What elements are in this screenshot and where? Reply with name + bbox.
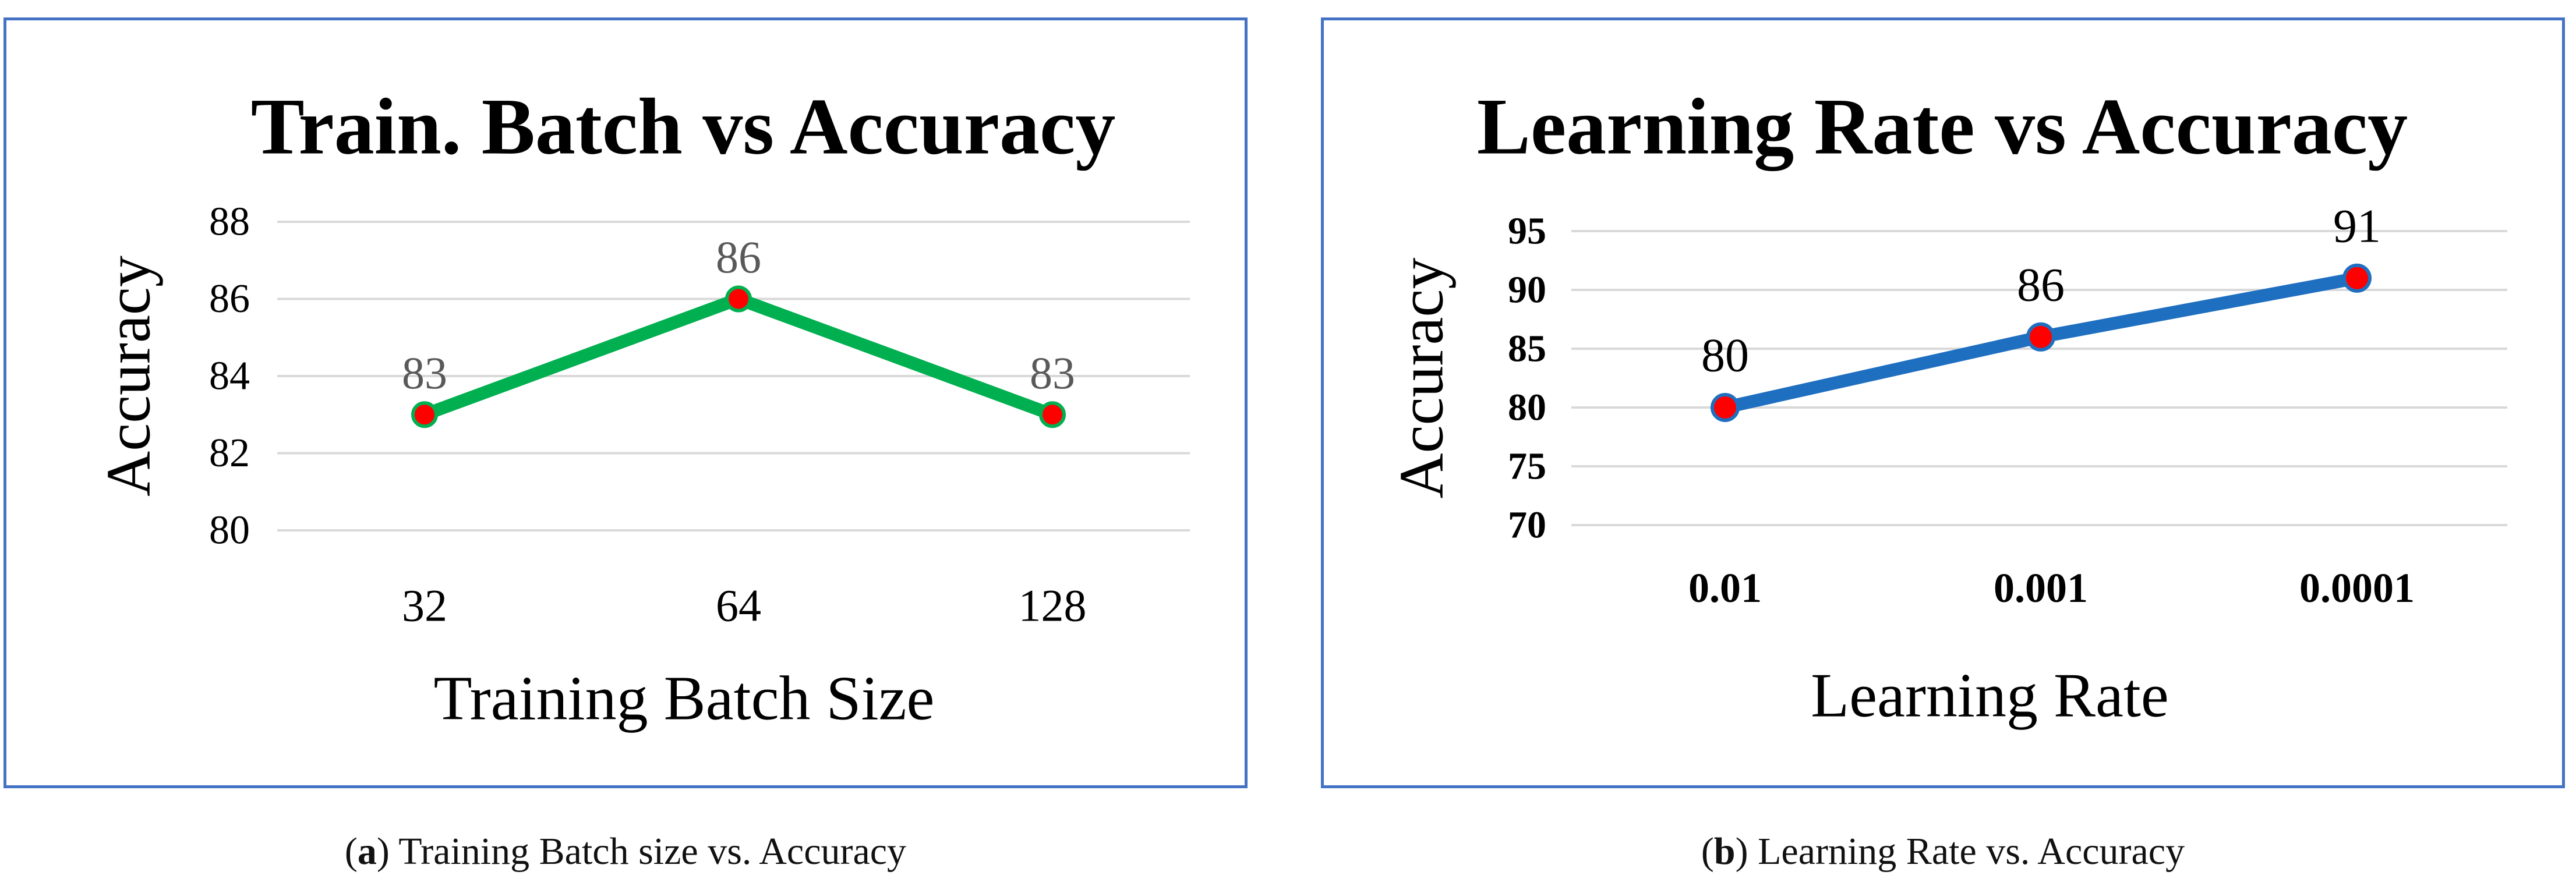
chart-b-data-label: 86 [2017, 258, 2065, 311]
chart-b-ytick-label: 80 [1508, 387, 1546, 429]
chart-b-ytick-label: 75 [1508, 445, 1546, 488]
caption-b-text: Learning Rate vs. Accuracy [1748, 830, 2185, 873]
chart-a-title: Train. Batch vs Accuracy [251, 82, 1116, 171]
caption-a-letter: a [357, 830, 377, 873]
caption-b-close: ) [1735, 830, 1748, 873]
chart-b-point [2026, 322, 2055, 352]
chart-b-ylabel: Accuracy [1387, 258, 1457, 499]
chart-a-ytick-label: 82 [209, 431, 250, 476]
chart-b-svg: 70 75 80 85 90 95 Learning Rate vs Accuracy 80 0… [1387, 82, 2507, 731]
chart-b-xtick-label: 0.0001 [2299, 565, 2415, 611]
chart-a-ytick-label: 86 [209, 277, 250, 321]
caption-b-open: ( [1701, 830, 1714, 873]
chart-a-data-label: 83 [1030, 348, 1075, 398]
chart-b-xtick-label: 0.001 [1994, 565, 2088, 611]
chart-panel-b: 70 75 80 85 90 95 Learning Rate vs Accuracy 80 0… [1321, 17, 2565, 788]
chart-b-ytick-label: 70 [1508, 504, 1546, 547]
chart-a-ytick-label: 80 [209, 508, 250, 553]
chart-b-data-label: 91 [2333, 199, 2381, 252]
chart-a-ytick-label: 88 [209, 200, 250, 244]
chart-a-xtick-label: 128 [1019, 580, 1087, 631]
chart-a-data-label: 83 [402, 348, 447, 398]
chart-b-xtick-label: 0.01 [1688, 565, 1762, 611]
chart-panel-a: 80 82 84 86 88 Train. Batch vs Accuracy 83 32 86… [3, 17, 1248, 788]
chart-a-point [725, 285, 752, 313]
chart-b-data-label: 80 [1701, 329, 1749, 382]
caption-a-open: ( [344, 830, 358, 873]
chart-a-xtick-label: 64 [716, 580, 761, 631]
caption-b-letter: b [1713, 830, 1736, 873]
caption-a-text: Training Batch size vs. Accuracy [389, 830, 907, 873]
chart-b-xlabel: Learning Rate [1811, 661, 2169, 731]
chart-a-point [411, 401, 438, 428]
chart-a-point [1039, 401, 1066, 428]
caption-b: (b) Learning Rate vs. Accuracy [1321, 825, 2565, 878]
chart-b-ytick-label: 90 [1508, 269, 1546, 311]
caption-a-close: ) [376, 830, 390, 873]
chart-a-data-label: 86 [716, 232, 761, 282]
chart-a-ytick-label: 84 [209, 354, 250, 399]
chart-b-point [1711, 393, 1740, 422]
chart-a-xlabel: Training Batch Size [434, 664, 935, 733]
chart-b-ytick-label: 95 [1508, 210, 1546, 253]
chart-b-ytick-label: 85 [1508, 328, 1546, 370]
caption-a: (a) Training Batch size vs. Accuracy [3, 825, 1248, 878]
chart-a-ylabel: Accuracy [94, 256, 164, 497]
chart-a-series-line [418, 292, 1059, 421]
chart-b-title: Learning Rate vs Accuracy [1477, 82, 2408, 171]
chart-b-point [2342, 263, 2372, 293]
chart-a-xtick-label: 32 [402, 580, 447, 631]
